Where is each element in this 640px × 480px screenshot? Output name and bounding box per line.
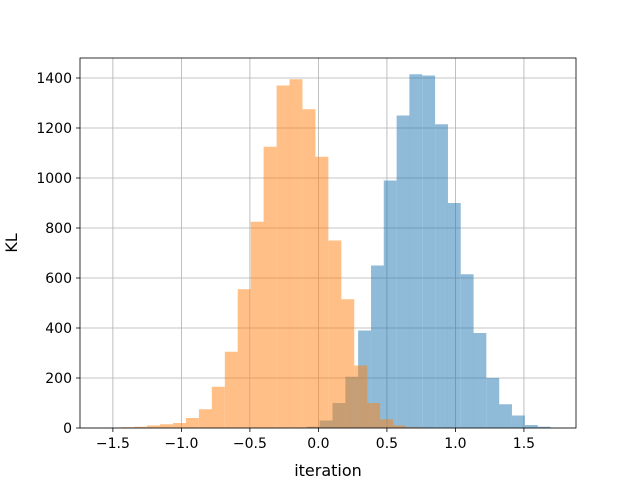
- y-tick-label: 200: [45, 371, 72, 387]
- histogram-bar: [396, 115, 410, 428]
- histogram-bar: [198, 409, 212, 428]
- y-tick-label: 800: [45, 221, 72, 237]
- x-tick-label: 0.0: [307, 436, 329, 452]
- y-tick-label: 1400: [36, 71, 72, 87]
- histogram-bar: [422, 75, 436, 428]
- histogram-bar: [393, 425, 407, 428]
- histogram-bar: [367, 403, 381, 428]
- y-tick-label: 1000: [36, 171, 72, 187]
- y-axis-label: KL: [2, 233, 21, 252]
- histogram-bar: [250, 221, 264, 428]
- histogram-bar: [409, 74, 423, 428]
- histogram-bar: [237, 289, 251, 428]
- histogram-bar: [371, 265, 384, 428]
- plot-frame: [79, 57, 577, 429]
- x-axis-ticks: −1.5 −1.0 −0.5 0.0 0.5 1.0 1.5: [96, 428, 535, 452]
- histogram-bar: [354, 365, 368, 428]
- histogram-bar: [211, 386, 225, 428]
- histogram-bar: [341, 299, 355, 428]
- x-tick-label: 0.5: [376, 436, 398, 452]
- histogram-bar: [383, 180, 397, 428]
- x-tick-label: −0.5: [233, 436, 267, 452]
- y-tick-label: 400: [45, 321, 72, 337]
- series-1-bars: [108, 79, 432, 428]
- histogram-bar: [524, 425, 538, 428]
- histogram-bar: [499, 404, 512, 428]
- histogram-bar: [147, 425, 161, 428]
- histogram-bar: [537, 426, 551, 428]
- histogram-bar: [134, 426, 148, 428]
- histogram-bar: [224, 351, 238, 428]
- histogram-bar: [263, 146, 277, 428]
- y-tick-label: 0: [63, 421, 72, 437]
- y-axis-ticks: 0 200 400 600 800 1000 1200 1400: [36, 71, 80, 437]
- histogram-bar: [435, 124, 448, 428]
- histogram-bar: [460, 274, 474, 428]
- histogram-bar: [512, 415, 525, 428]
- x-axis-label: iteration: [294, 461, 362, 480]
- histogram-bar: [302, 109, 316, 428]
- histogram-bar: [486, 378, 500, 428]
- y-tick-label: 1200: [36, 121, 72, 137]
- x-tick-label: −1.0: [164, 436, 198, 452]
- x-tick-label: 1.5: [513, 436, 535, 452]
- histogram-bar: [380, 419, 394, 428]
- histogram-bar: [185, 418, 199, 428]
- histogram-bar: [160, 424, 173, 428]
- histogram-bar: [328, 240, 342, 428]
- histogram-bar: [276, 85, 290, 428]
- histogram-bars: [108, 74, 551, 428]
- x-tick-label: 1.0: [444, 436, 466, 452]
- histogram-bar: [447, 203, 461, 428]
- histogram-bar: [173, 423, 186, 428]
- y-tick-label: 600: [45, 271, 72, 287]
- x-tick-label: −1.5: [96, 436, 130, 452]
- histogram-bar: [289, 79, 303, 428]
- histogram-bar: [315, 156, 329, 428]
- histogram-bar: [473, 333, 487, 428]
